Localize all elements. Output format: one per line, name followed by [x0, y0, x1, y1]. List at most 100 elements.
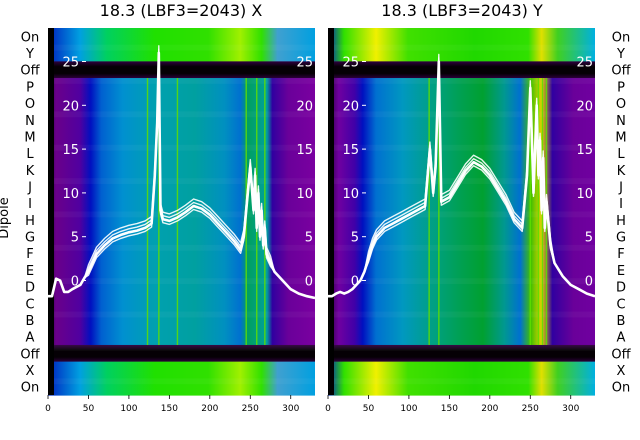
- heatmap-y: [328, 28, 595, 396]
- panel-y-title: 18.3 (LBF3=2043) Y: [381, 1, 543, 20]
- row-label: M: [24, 130, 35, 145]
- row-label: C: [25, 297, 34, 312]
- heatmap-row: [48, 294, 315, 313]
- panel-y: 18.3 (LBF3=2043) Y OnYOffPONMLKJIHGFEDCB…: [325, 1, 631, 414]
- overlay-y-tick-label-right: 10: [296, 187, 313, 202]
- overlay-y-tick-label: 20: [342, 99, 359, 114]
- row-label: Y: [616, 47, 625, 62]
- overlay-y-tick-label: 0: [71, 274, 79, 289]
- panel-x-title: 18.3 (LBF3=2043) X: [100, 1, 263, 20]
- heatmap-left-edge: [328, 28, 334, 395]
- row-label: C: [616, 297, 625, 312]
- overlay-y-tick-label-right: 0: [585, 274, 593, 289]
- heatmap-row: [328, 361, 595, 379]
- overlay-y-tick-label-right: 5: [305, 231, 313, 246]
- row-label: Off: [611, 347, 631, 362]
- heatmap-row-band: [328, 344, 595, 351]
- heatmap-row: [48, 328, 315, 346]
- heatmap-row: [48, 311, 315, 329]
- row-label: H: [616, 214, 626, 229]
- overlay-y-tick-label-right: 0: [305, 274, 313, 289]
- row-label: M: [615, 130, 626, 145]
- heatmap-row: [48, 261, 315, 279]
- overlay-y-tick-label: 5: [351, 231, 359, 246]
- heatmap-row: [328, 294, 595, 313]
- heatmap-row: [48, 94, 315, 113]
- heatmap-row: [328, 344, 595, 363]
- overlay-line: [48, 45, 316, 299]
- overlay-line: [328, 53, 596, 297]
- heatmap-row: [48, 44, 315, 62]
- heatmap-row-band: [328, 378, 595, 385]
- heatmap-row: [328, 261, 595, 279]
- row-label: J: [618, 180, 623, 195]
- x-tick-label: 200: [201, 404, 218, 414]
- row-label: Off: [20, 64, 40, 79]
- heatmap-row: [48, 344, 315, 363]
- x-ticks-y: 0 50 100 150 200 250 300: [325, 395, 580, 414]
- row-label: B: [26, 314, 35, 329]
- row-label: F: [617, 247, 624, 262]
- row-label: P: [617, 80, 625, 95]
- overlay-y-tick-label-right: 5: [585, 231, 593, 246]
- row-label: H: [25, 214, 35, 229]
- heatmap-row-band: [328, 278, 595, 285]
- row-label: E: [617, 264, 625, 279]
- heatmap-row: [328, 61, 595, 79]
- overlay-y-tick-label: 25: [62, 56, 79, 71]
- row-label: E: [26, 264, 34, 279]
- heatmap-row-band: [48, 311, 315, 318]
- x-tick-label: 0: [45, 404, 51, 414]
- row-label: X: [617, 364, 626, 379]
- row-label: On: [21, 30, 39, 45]
- row-label: J: [27, 180, 32, 195]
- overlay-y-tick-label: 5: [71, 231, 79, 246]
- heatmap-row-band: [328, 244, 595, 251]
- overlay-y-tick-label-right: 20: [296, 99, 313, 114]
- row-label: Off: [611, 64, 631, 79]
- row-label: On: [612, 381, 630, 396]
- heatmap-row: [328, 178, 595, 196]
- row-label: F: [26, 247, 33, 262]
- row-label: X: [26, 364, 35, 379]
- overlay-y-tick-label: 15: [62, 143, 79, 158]
- heatmap-row-band: [328, 211, 595, 218]
- heatmap-row-band: [328, 111, 595, 118]
- row-label: Off: [20, 347, 40, 362]
- row-label: A: [26, 331, 35, 346]
- x-tick-label: 100: [400, 404, 417, 414]
- heatmap-row: [328, 28, 595, 46]
- x-tick-label: 50: [363, 404, 375, 414]
- row-label: N: [25, 114, 35, 129]
- heatmap-row: [328, 278, 595, 296]
- row-label: G: [616, 231, 626, 246]
- overlay-y-tick-label-right: 25: [296, 56, 313, 71]
- x-tick-label: 250: [522, 404, 539, 414]
- heatmap-row-band: [48, 278, 315, 285]
- overlay-y-tick-label: 10: [62, 187, 79, 202]
- heatmap-row: [48, 378, 315, 396]
- row-label: K: [617, 164, 626, 179]
- x-tick-label: 300: [282, 404, 299, 414]
- overlay-line: [48, 55, 316, 299]
- overlay-y-tick-label-right: 25: [576, 56, 593, 71]
- overlay-y-tick-label: 20: [62, 99, 79, 114]
- x-tick-label: 0: [325, 404, 331, 414]
- heatmap-row: [48, 111, 315, 129]
- x-ticks-x: 0 50 100 150 200 250 300: [45, 395, 300, 414]
- heatmap-row: [328, 244, 595, 263]
- heatmap-row: [328, 194, 595, 213]
- heatmap-row: [48, 61, 315, 79]
- overlay-y-tick-label-right: 10: [576, 187, 593, 202]
- heatmap-row-band: [328, 311, 595, 318]
- heatmap-row-band: [48, 44, 315, 51]
- row-label: D: [25, 281, 35, 296]
- row-label: A: [617, 331, 626, 346]
- x-tick-label: 150: [441, 404, 458, 414]
- overlay-y: 0 0 5 5 10 10 15 15 20 20 25 25: [328, 53, 596, 298]
- row-label: G: [25, 231, 35, 246]
- heatmap-row-band: [48, 178, 315, 184]
